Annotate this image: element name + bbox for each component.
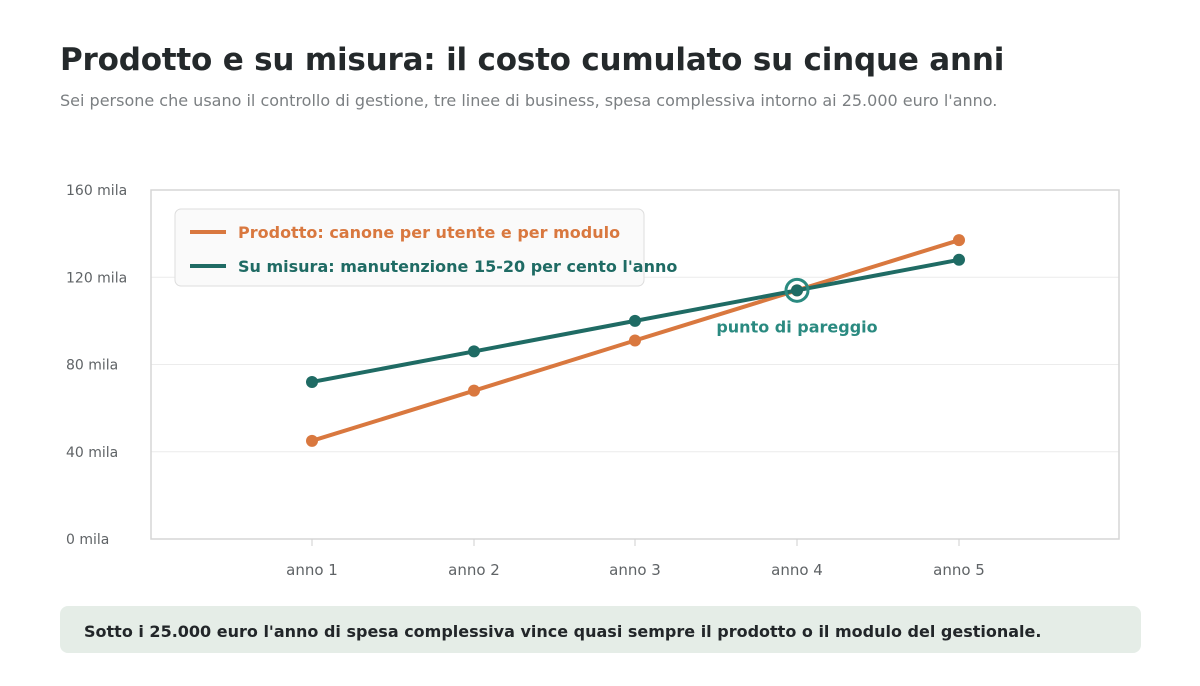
cost-line-chart: 0 mila 40 mila 80 mila 120 mila 160 mila anno… bbox=[66, 183, 1120, 579]
data-point bbox=[629, 314, 641, 327]
y-tick-label: 160 mila bbox=[66, 183, 127, 199]
data-point bbox=[953, 234, 965, 247]
page-title: Prodotto e su misura: il costo cumulato … bbox=[60, 42, 1005, 78]
page-subtitle: Sei persone che usano il controllo di ge… bbox=[60, 91, 998, 110]
data-point bbox=[306, 375, 318, 388]
data-point bbox=[468, 345, 480, 358]
x-tick-label: anno 1 bbox=[286, 561, 338, 579]
data-point bbox=[306, 434, 318, 447]
y-tick-label: 120 mila bbox=[66, 270, 127, 286]
data-point bbox=[468, 384, 480, 397]
break-even-label: punto di pareggio bbox=[716, 317, 877, 336]
x-tick-label: anno 3 bbox=[609, 561, 661, 579]
legend-box bbox=[174, 208, 645, 287]
y-tick-label: 0 mila bbox=[66, 532, 109, 548]
x-tick-label: anno 2 bbox=[448, 561, 500, 579]
x-tick-label: anno 5 bbox=[933, 561, 985, 579]
break-even-point bbox=[792, 285, 802, 296]
y-tick-label: 40 mila bbox=[66, 445, 118, 461]
data-point bbox=[953, 253, 965, 266]
legend-label-1: Prodotto: canone per utente e per modulo bbox=[238, 223, 620, 242]
break-even-marker bbox=[784, 277, 810, 303]
conclusion-note: Sotto i 25.000 euro l'anno di spesa comp… bbox=[60, 606, 1141, 653]
x-tick-label: anno 4 bbox=[771, 561, 823, 579]
data-point bbox=[629, 334, 641, 347]
y-tick-label: 80 mila bbox=[66, 358, 118, 374]
legend-label-2: Su misura: manutenzione 15-20 per cento … bbox=[238, 257, 677, 276]
